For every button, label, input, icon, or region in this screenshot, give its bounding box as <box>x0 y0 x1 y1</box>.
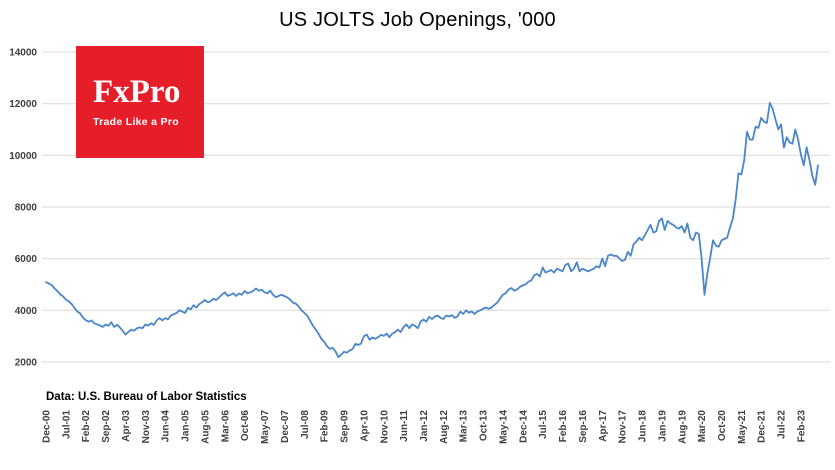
x-axis-tick-label: Oct-20 <box>717 410 728 442</box>
x-axis-tick-label: Aug-05 <box>200 410 211 444</box>
y-axis-tick-label: 14000 <box>9 48 37 59</box>
chart-title: US JOLTS Job Openings, '000 <box>279 9 556 31</box>
x-axis-tick-label: Oct-13 <box>479 410 490 442</box>
fxpro-logo: FxPro Trade Like a Pro <box>76 46 204 158</box>
x-axis-tick-label: Sep-02 <box>101 410 112 443</box>
x-axis-tick-label: Jan-05 <box>181 410 192 442</box>
x-axis-tick-label: Aug-19 <box>677 410 688 444</box>
x-axis-tick-label: Aug-12 <box>439 410 450 444</box>
x-axis-tick-label: Feb-23 <box>797 410 808 443</box>
x-axis-tick-label: Dec-00 <box>42 410 53 443</box>
x-axis-tick-label: Apr-03 <box>121 410 132 442</box>
x-axis-tick-label: Feb-09 <box>320 410 331 443</box>
x-axis-tick-label: May-07 <box>260 410 271 444</box>
x-axis-tick-label: Dec-21 <box>757 410 768 443</box>
x-axis-tick-label: Jul-15 <box>538 410 549 439</box>
x-axis-tick-label: Sep-09 <box>340 410 351 443</box>
x-axis-tick-label: Jul-01 <box>61 410 72 439</box>
x-axis-tick-label: Feb-02 <box>81 410 92 443</box>
x-axis-tick-label: May-21 <box>737 410 748 444</box>
x-axis-tick-label: Oct-06 <box>240 410 251 442</box>
x-axis-tick-label: Dec-07 <box>280 410 291 443</box>
x-axis-tick-label: Apr-17 <box>598 410 609 442</box>
y-axis-tick-label: 4000 <box>15 306 38 317</box>
x-axis-tick-label: Nov-03 <box>141 410 152 444</box>
x-axis-tick-label: Mar-13 <box>459 410 470 443</box>
x-axis-tick-label: Jul-22 <box>777 410 788 439</box>
job-openings-line <box>45 102 819 359</box>
x-axis-tick-label: Mar-20 <box>697 410 708 443</box>
x-axis-tick-label: Jun-18 <box>638 410 649 443</box>
x-axis-tick-label: Jan-19 <box>657 410 668 442</box>
fxpro-logo-tagline: Trade Like a Pro <box>93 116 179 128</box>
y-axis-tick-label: 2000 <box>15 358 38 369</box>
y-axis-tick-label: 12000 <box>9 99 37 110</box>
x-axis-tick-label: Dec-14 <box>518 410 529 443</box>
x-axis-tick-label: Feb-16 <box>558 410 569 443</box>
y-axis-tick-label: 10000 <box>9 151 37 162</box>
x-axis-tick-label: Mar-06 <box>220 410 231 443</box>
y-axis-tick-label: 6000 <box>15 254 38 265</box>
x-axis-tick-label: Jun-04 <box>161 410 172 443</box>
y-axis-tick-label: 8000 <box>15 203 38 214</box>
x-axis-tick-label: Sep-16 <box>578 410 589 443</box>
x-axis-tick-label: Nov-17 <box>618 410 629 444</box>
x-axis-tick-label: Jan-12 <box>419 410 430 442</box>
x-axis-tick-label: Jul-08 <box>300 410 311 439</box>
data-source-note: Data: U.S. Bureau of Labor Statistics <box>46 391 247 403</box>
fxpro-logo-wordmark: FxPro <box>93 74 181 110</box>
x-axis-tick-label: Jun-11 <box>399 410 410 442</box>
x-axis-tick-label: Nov-10 <box>379 410 390 444</box>
x-axis-tick-label: Apr-10 <box>359 410 370 442</box>
x-axis-tick-label: May-14 <box>499 410 510 444</box>
